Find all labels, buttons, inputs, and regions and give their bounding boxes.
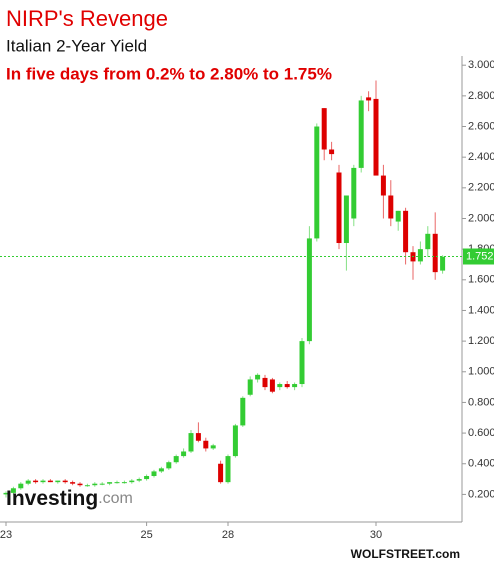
- candle-body: [425, 233, 431, 250]
- y-tick-label: 1.000: [468, 366, 494, 378]
- candle-body: [403, 210, 409, 253]
- candle-body: [107, 482, 113, 484]
- candle-body: [417, 249, 423, 262]
- x-tick-label: 23: [0, 529, 12, 541]
- y-tick-label: 1.400: [468, 304, 494, 316]
- candle-body: [366, 97, 372, 101]
- candle-body: [181, 451, 187, 457]
- y-tick-label: 1.600: [468, 274, 494, 286]
- candle-body: [306, 238, 312, 342]
- y-tick-label: 0.800: [468, 396, 494, 408]
- candle-body: [388, 195, 394, 219]
- candle-body: [18, 483, 24, 489]
- candle-body: [262, 377, 268, 388]
- candle-body: [129, 480, 135, 483]
- candle-body: [33, 480, 39, 483]
- y-tick-label: 0.200: [468, 488, 494, 500]
- candle-body: [225, 456, 231, 483]
- candle-body: [151, 471, 157, 477]
- current-label: 1.752: [466, 250, 494, 262]
- candle-body: [47, 480, 53, 483]
- y-tick-label: 0.600: [468, 427, 494, 439]
- candle-body: [173, 456, 179, 463]
- logo-main: Investing: [6, 487, 98, 510]
- candle-body: [314, 126, 320, 239]
- candle-body: [247, 379, 253, 395]
- y-tick-label: 3.000: [468, 59, 494, 71]
- annotation: In five days from 0.2% to 2.80% to 1.75%: [6, 64, 332, 83]
- x-tick-label: 25: [140, 529, 152, 541]
- candle-body: [195, 433, 201, 441]
- candle-body: [240, 397, 246, 426]
- candle-body: [395, 210, 401, 222]
- candle-body: [203, 440, 209, 449]
- candle-body: [329, 149, 335, 155]
- candle-body: [3, 492, 9, 495]
- candle-body: [92, 483, 98, 486]
- candle-body: [373, 98, 379, 176]
- x-tick-label: 28: [222, 529, 234, 541]
- candle-body: [358, 100, 364, 168]
- candle-body: [84, 485, 90, 487]
- y-tick-label: 2.600: [468, 120, 494, 132]
- y-tick-label: 2.400: [468, 151, 494, 163]
- candle-body: [136, 479, 142, 481]
- candle-body: [70, 482, 76, 484]
- candle-body: [114, 482, 120, 484]
- candle-body: [210, 445, 216, 449]
- candle-body: [144, 476, 150, 480]
- candle-body: [99, 483, 105, 485]
- candle-body: [25, 480, 31, 484]
- x-tick-label: 30: [370, 529, 382, 541]
- candle-body: [440, 256, 446, 271]
- candle-body: [380, 175, 386, 196]
- y-tick-label: 2.200: [468, 182, 494, 194]
- candle-body: [284, 384, 290, 388]
- candle-body: [255, 374, 261, 380]
- candle-body: [299, 341, 305, 385]
- candle-body: [232, 425, 238, 457]
- logo: Investing.com: [6, 487, 133, 510]
- candle-body: [62, 480, 68, 483]
- candle-body: [10, 488, 16, 493]
- candle-body: [218, 463, 224, 483]
- chart-subtitle: Italian 2-Year Yield: [6, 36, 147, 55]
- candle-body: [292, 384, 298, 388]
- candle-body: [188, 433, 194, 452]
- candle-body: [77, 483, 83, 486]
- chart-title: NIRP's Revenge: [6, 6, 168, 31]
- candle-body: [40, 480, 46, 483]
- candle-body: [55, 480, 61, 483]
- y-tick-label: 0.400: [468, 458, 494, 470]
- y-tick-label: 1.200: [468, 335, 494, 347]
- candle-body: [343, 195, 349, 244]
- candle-body: [121, 482, 127, 484]
- candle-body: [269, 379, 275, 392]
- candle-body: [158, 468, 164, 472]
- current-badge: [463, 248, 494, 265]
- candle-body: [166, 462, 172, 469]
- y-tick-label: 2.800: [468, 90, 494, 102]
- candle-body: [321, 108, 327, 150]
- y-tick-label: 2.000: [468, 212, 494, 224]
- source: WOLFSTREET.com: [351, 547, 460, 561]
- logo-suffix: .com: [98, 490, 133, 507]
- candle-body: [336, 172, 342, 244]
- candle-body: [351, 167, 357, 219]
- candle-body: [277, 384, 283, 388]
- candle-body: [432, 233, 438, 273]
